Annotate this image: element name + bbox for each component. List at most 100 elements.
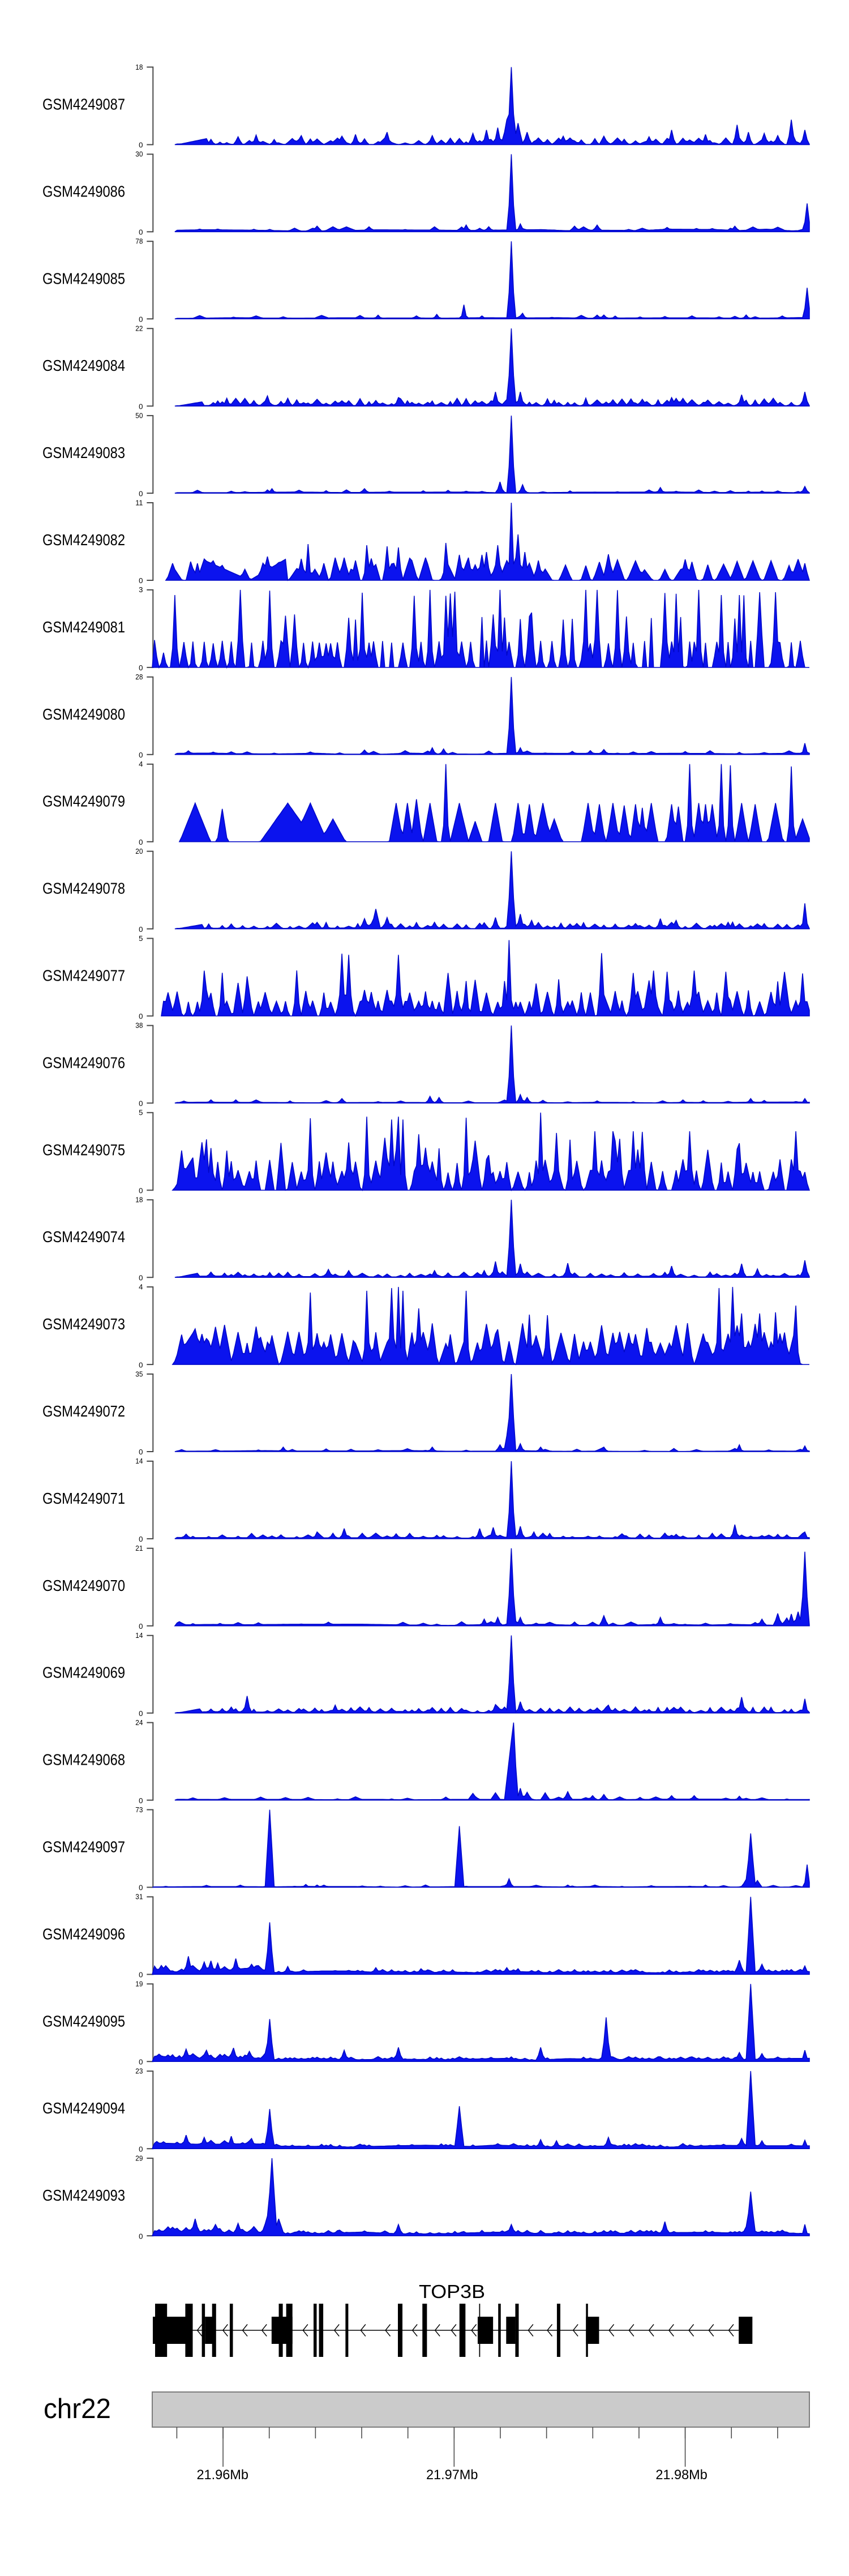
exon-cds-22: [556, 2304, 560, 2357]
ymax-label-GSM4249075: 5: [139, 1109, 143, 1117]
coverage-area-GSM4249068: [174, 1722, 810, 1801]
exon-utr-5: [586, 2317, 599, 2344]
exon-cds-7: [155, 2304, 168, 2357]
ybase-label-GSM4249094: 0: [139, 2145, 143, 2153]
track-label-GSM4249074: GSM4249074: [42, 1228, 125, 1246]
track-label-GSM4249086: GSM4249086: [42, 182, 125, 200]
exon-utr-6: [739, 2317, 753, 2344]
data-track-GSM4249097: 73 0 GSM4249097: [42, 1805, 810, 1892]
y-axis-GSM4249086: [147, 153, 154, 233]
y-axis-GSM4249074: [147, 1199, 154, 1278]
coverage-area-GSM4249082: [165, 502, 811, 581]
coverage-area-GSM4249078: [174, 851, 810, 930]
ybase-label-GSM4249073: 0: [139, 1360, 143, 1369]
ymax-label-GSM4249095: 19: [135, 1980, 143, 1988]
y-axis-GSM4249068: [147, 1722, 154, 1801]
coverage-area-GSM4249086: [174, 154, 810, 233]
axis-label-21.96Mb: 21.96Mb: [196, 2467, 248, 2483]
strand-arrow-5: [333, 2324, 340, 2337]
ymax-label-GSM4249073: 4: [139, 1282, 143, 1291]
data-track-GSM4249095: 19 0 GSM4249095: [42, 1980, 810, 2066]
coverage-area-GSM4249070: [174, 1548, 810, 1627]
data-track-GSM4249070: 21 0 GSM4249070: [42, 1544, 810, 1631]
ymax-label-GSM4249085: 78: [135, 237, 143, 246]
coverage-area-GSM4249077: [161, 940, 810, 1017]
ymax-label-GSM4249086: 30: [135, 150, 143, 159]
track-label-GSM4249095: GSM4249095: [42, 2012, 125, 2030]
ybase-label-GSM4249068: 0: [139, 1796, 143, 1805]
exon-cds-12: [278, 2304, 283, 2357]
ybase-label-GSM4249095: 0: [139, 2058, 143, 2066]
track-label-GSM4249068: GSM4249068: [42, 1751, 125, 1769]
track-label-GSM4249070: GSM4249070: [42, 1577, 125, 1594]
coverage-area-GSM4249073: [171, 1287, 809, 1366]
strand-arrow-21: [728, 2324, 734, 2337]
coverage-area-GSM4249095: [151, 1984, 810, 2062]
ybase-label-GSM4249096: 0: [139, 1971, 143, 1979]
ymax-label-GSM4249071: 14: [135, 1457, 143, 1465]
ybase-label-GSM4249093: 0: [139, 2232, 143, 2240]
data-track-GSM4249078: 20 0 GSM4249078: [42, 847, 810, 934]
exon-cds-18: [422, 2304, 427, 2357]
track-label-GSM4249085: GSM4249085: [42, 269, 125, 287]
exon-cds-15: [319, 2304, 324, 2357]
track-label-GSM4249075: GSM4249075: [42, 1141, 125, 1158]
data-track-GSM4249085: 78 0 GSM4249085: [42, 237, 810, 324]
coverage-area-GSM4249079: [178, 764, 810, 842]
y-axis-GSM4249075: [147, 1112, 154, 1191]
y-axis-GSM4249076: [147, 1025, 154, 1104]
track-label-GSM4249094: GSM4249094: [42, 2099, 125, 2117]
exon-cds-17: [397, 2304, 403, 2357]
data-track-GSM4249071: 14 0 GSM4249071: [42, 1457, 810, 1543]
track-label-GSM4249081: GSM4249081: [42, 618, 125, 636]
ymax-label-GSM4249093: 29: [135, 2154, 143, 2162]
y-axis-GSM4249071: [147, 1460, 154, 1539]
strand-arrow-17: [648, 2324, 654, 2337]
data-track-GSM4249093: 29 0 GSM4249093: [42, 2154, 810, 2240]
track-label-GSM4249084: GSM4249084: [42, 357, 125, 374]
y-axis-GSM4249096: [147, 1896, 154, 1975]
ybase-label-GSM4249078: 0: [139, 925, 143, 934]
coverage-area-GSM4249072: [174, 1373, 810, 1452]
strand-arrow-20: [708, 2324, 714, 2337]
y-axis-GSM4249072: [147, 1373, 154, 1452]
y-axis-GSM4249093: [147, 2158, 154, 2237]
ymax-label-GSM4249087: 18: [135, 63, 143, 71]
track-label-GSM4249073: GSM4249073: [42, 1315, 125, 1333]
ymax-label-GSM4249077: 5: [139, 934, 143, 943]
ybase-label-GSM4249069: 0: [139, 1709, 143, 1718]
exon-cds-11: [229, 2304, 233, 2357]
data-track-GSM4249079: 4 0 GSM4249079: [42, 760, 810, 846]
track-label-GSM4249077: GSM4249077: [42, 967, 125, 985]
coverage-area-GSM4249076: [174, 1025, 810, 1104]
track-label-GSM4249093: GSM4249093: [42, 2186, 125, 2204]
ymax-label-GSM4249081: 3: [139, 585, 143, 594]
y-axis-GSM4249077: [147, 938, 154, 1017]
data-track-GSM4249083: 50 0 GSM4249083: [42, 411, 810, 498]
ybase-label-GSM4249084: 0: [139, 402, 143, 410]
coverage-area-GSM4249081: [152, 589, 809, 669]
ybase-label-GSM4249074: 0: [139, 1273, 143, 1282]
ymax-label-GSM4249068: 24: [135, 1718, 143, 1727]
coverage-area-GSM4249085: [174, 241, 810, 320]
exon-cds-14: [313, 2304, 317, 2357]
ymax-label-GSM4249076: 38: [135, 1021, 143, 1030]
coverage-area-GSM4249071: [174, 1461, 810, 1539]
data-track-GSM4249081: 3 0 GSM4249081: [42, 585, 809, 672]
data-track-GSM4249080: 28 0 GSM4249080: [42, 673, 810, 759]
exon-utr-1: [205, 2317, 213, 2344]
ybase-label-GSM4249077: 0: [139, 1012, 143, 1021]
y-axis-GSM4249079: [147, 763, 154, 842]
strand-arrow-18: [668, 2324, 674, 2337]
exon-utr-4: [506, 2317, 516, 2344]
ybase-label-GSM4249097: 0: [139, 1884, 143, 1892]
data-track-GSM4249075: 5 0 GSM4249075: [42, 1109, 811, 1195]
chromosome-name-label: chr22: [44, 2394, 111, 2424]
data-track-GSM4249074: 18 0 GSM4249074: [42, 1196, 810, 1282]
track-label-GSM4249076: GSM4249076: [42, 1054, 125, 1071]
data-track-GSM4249096: 31 0 GSM4249096: [42, 1893, 810, 1979]
ymax-label-GSM4249074: 18: [135, 1196, 143, 1204]
ybase-label-GSM4249086: 0: [139, 228, 143, 237]
exon-cds-23: [586, 2304, 588, 2357]
